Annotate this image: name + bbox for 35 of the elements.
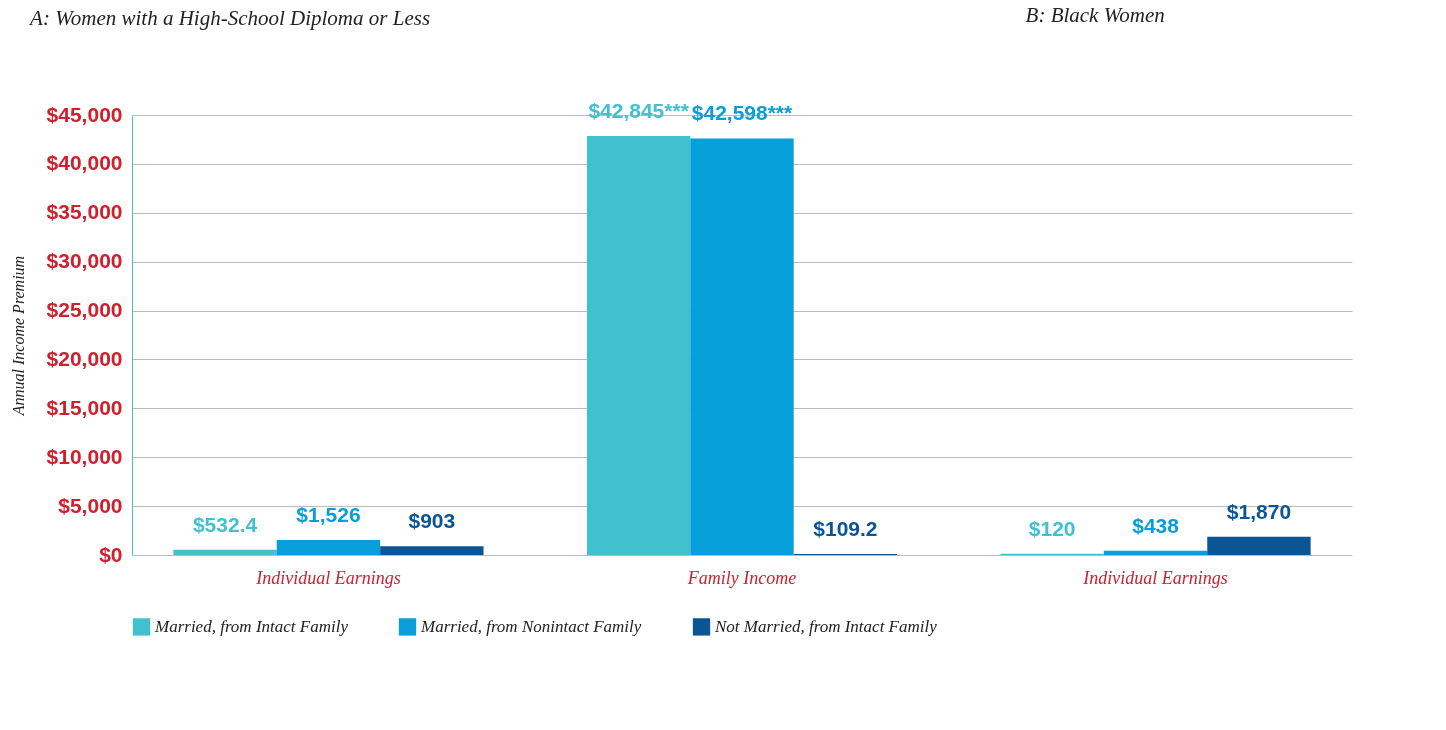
y-tick-label: $0 [99, 542, 123, 566]
data-label: $109.2 [813, 516, 878, 540]
y-tick-label: $20,000 [46, 346, 123, 370]
y-tick-label: $15,000 [46, 395, 123, 419]
text: B: Black Women [1025, 3, 1165, 27]
data-label: $438 [1132, 513, 1180, 537]
data-label: $1,526 [296, 503, 361, 527]
x-tick-label: Family Income [686, 567, 797, 588]
legend-label: Married, from Intact Family [154, 616, 349, 636]
bar [276, 540, 381, 555]
y-tick-label: $45,000 [46, 102, 123, 126]
bar [1103, 550, 1208, 555]
data-label: $1,870 [1226, 499, 1292, 523]
x-tick-label: Individual Earnings [255, 567, 401, 588]
legend-label: Married, from Nonintact Family [420, 616, 642, 636]
y-tick-label: $35,000 [46, 200, 123, 224]
y-tick-label: $40,000 [46, 151, 123, 175]
data-label: $903 [408, 509, 456, 533]
bar [173, 549, 277, 555]
bar [586, 136, 691, 555]
data-label: $120 [1028, 516, 1076, 540]
bar [690, 138, 794, 555]
data-label: $532.4 [192, 512, 258, 536]
y-tick-label: $30,000 [46, 249, 123, 273]
data-label: $42,845*** [588, 99, 690, 123]
y-tick-label: $5,000 [58, 493, 123, 517]
legend-label: Not Married, from Intact Family [714, 616, 938, 636]
bar [1207, 536, 1311, 555]
y-tick-label: $10,000 [46, 444, 123, 468]
chart-title: A: Women with a High-School Diploma or Less [28, 6, 431, 30]
x-tick-label: Individual Earnings [1082, 567, 1228, 588]
bar [380, 546, 484, 555]
y-axis-title: Annual Income Premium [9, 255, 27, 417]
y-tick-label: $25,000 [46, 298, 123, 322]
data-label: $42,598*** [691, 101, 794, 125]
